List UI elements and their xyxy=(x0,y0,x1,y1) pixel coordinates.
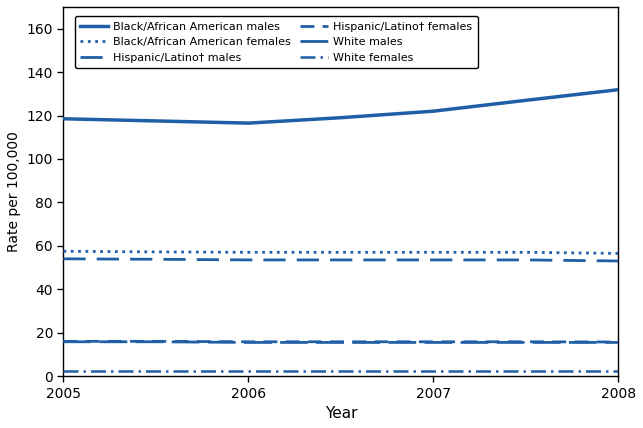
Y-axis label: Rate per 100,000: Rate per 100,000 xyxy=(7,131,21,252)
Legend: Black/African American males, Black/African American females, Hispanic/Latino† m: Black/African American males, Black/Afri… xyxy=(75,16,478,68)
X-axis label: Year: Year xyxy=(325,406,358,421)
